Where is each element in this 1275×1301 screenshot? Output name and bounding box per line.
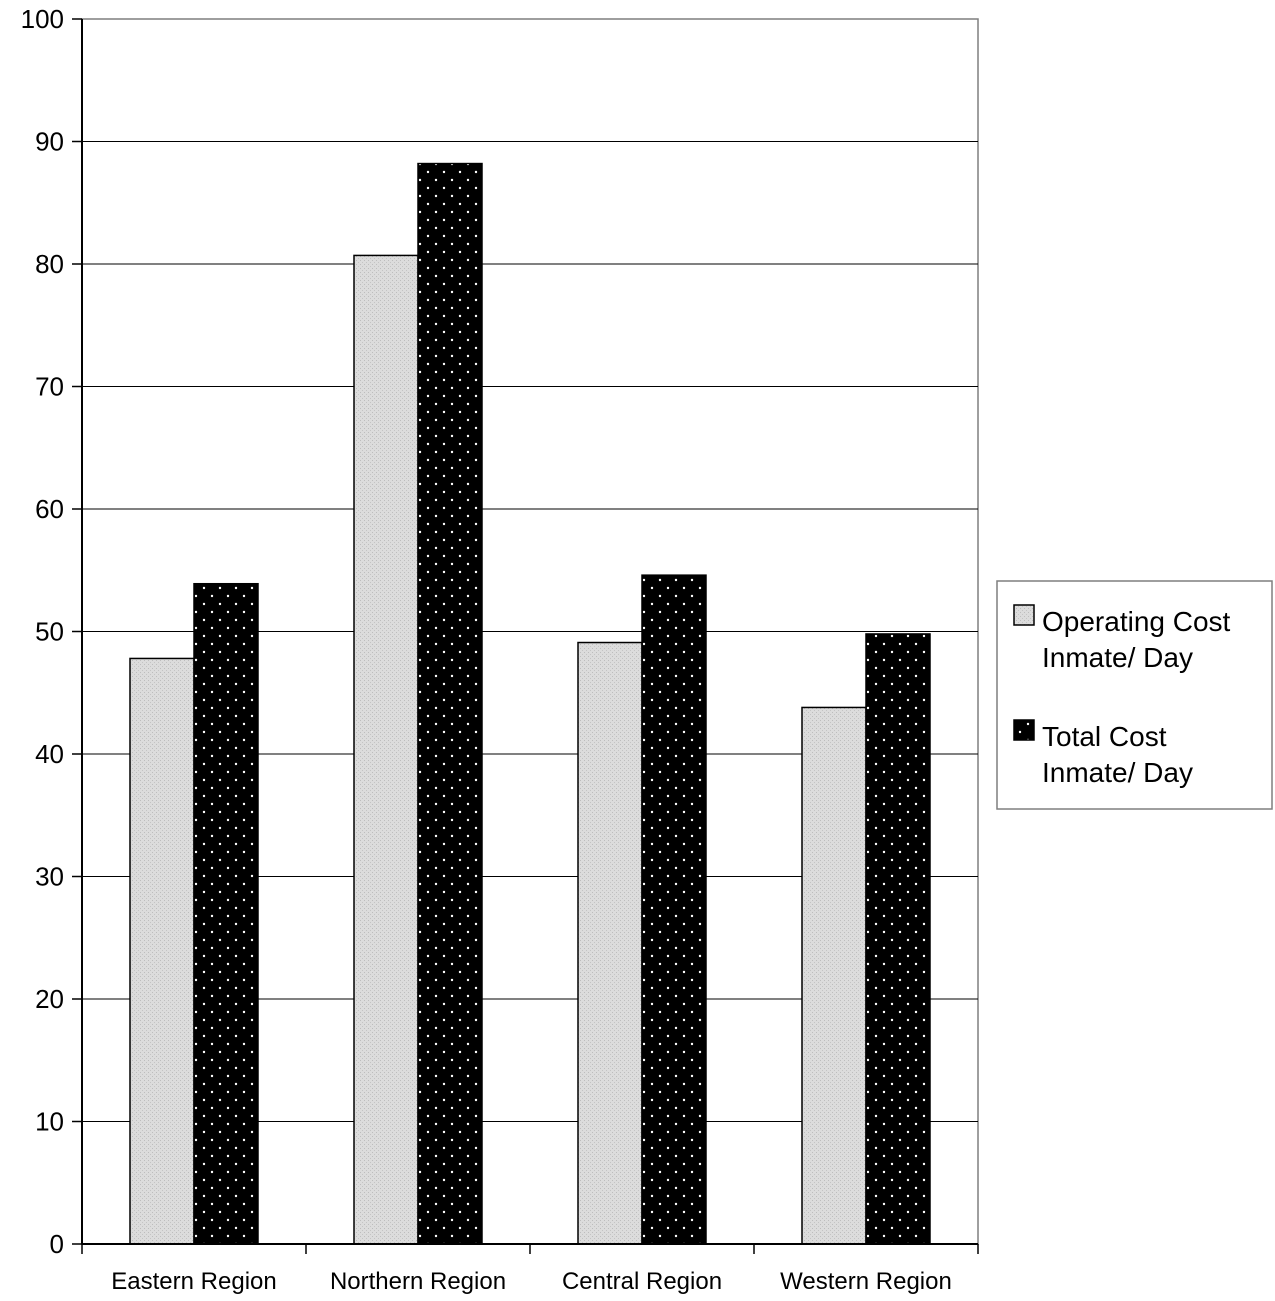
bar-operating-cost-western-region — [801, 706, 867, 1245]
x-category-label: Northern Region — [330, 1268, 506, 1295]
bar-total-cost-western-region — [865, 633, 931, 1245]
y-tick-label: 70 — [35, 372, 64, 402]
x-category-label: Eastern Region — [111, 1268, 276, 1295]
legend-box — [996, 580, 1273, 810]
y-tick-label: 40 — [35, 739, 64, 769]
x-category-label: Central Region — [562, 1268, 722, 1295]
x-category-label: Western Region — [780, 1268, 952, 1295]
y-tick-label: 60 — [35, 494, 64, 524]
y-tick-label: 10 — [35, 1107, 64, 1137]
y-tick-label: 30 — [35, 862, 64, 892]
legend-swatch-operating-cost — [1013, 604, 1035, 626]
legend-label: Inmate/ Day — [1042, 642, 1193, 673]
y-tick-label: 20 — [35, 984, 64, 1014]
axes — [72, 18, 979, 1254]
bar-operating-cost-central-region — [577, 641, 643, 1245]
legend-label: Operating Cost — [1042, 606, 1231, 637]
legend-label: Total Cost — [1042, 721, 1167, 752]
bar-operating-cost-eastern-region — [129, 657, 195, 1245]
legend: Operating Cost Inmate/ Day Total Cost Inmat… — [996, 580, 1273, 810]
bar-total-cost-northern-region — [417, 162, 483, 1245]
y-tick-label: 50 — [35, 617, 64, 647]
legend-label: Inmate/ Day — [1042, 757, 1193, 788]
legend-swatch-total-cost — [1013, 719, 1035, 741]
y-tick-label: 0 — [50, 1229, 64, 1259]
bar-total-cost-central-region — [641, 574, 707, 1245]
y-tick-label: 80 — [35, 249, 64, 279]
bar-operating-cost-northern-region — [353, 254, 419, 1245]
bars — [129, 162, 931, 1245]
y-tick-label: 100 — [21, 4, 64, 34]
axis-labels: 0 10 20 30 40 50 60 70 80 90 100 Eastern Region Nort… — [21, 4, 952, 1295]
bar-total-cost-eastern-region — [193, 582, 259, 1245]
y-tick-label: 90 — [35, 127, 64, 157]
